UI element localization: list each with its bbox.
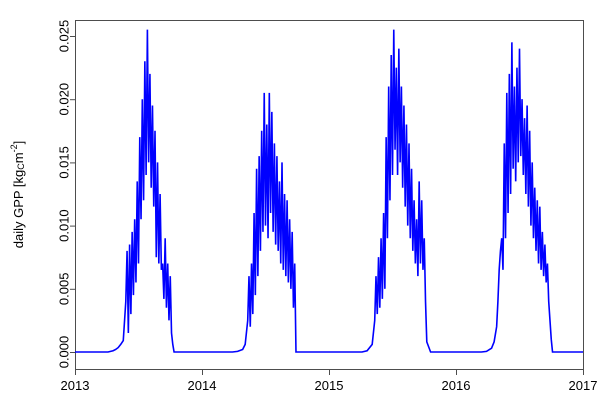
y-axis-title: daily GPP [kgCm-2]	[9, 141, 26, 249]
x-axis-tick-label: 2014	[188, 378, 217, 393]
y-axis-tick-label: 0.005	[57, 273, 72, 306]
y-axis-tick-label: 0.025	[57, 20, 72, 53]
y-axis-tick-label: 0.000	[57, 336, 72, 369]
x-axis-tick-label: 2017	[569, 378, 598, 393]
y-axis-title-text: daily GPP [kgCm-2]	[9, 141, 26, 249]
x-axis-tick-label: 2015	[315, 378, 344, 393]
y-axis-tick-label: 0.020	[57, 83, 72, 116]
x-axis-tick-label: 2016	[442, 378, 471, 393]
x-axis-tick-label: 2013	[61, 378, 90, 393]
y-axis-tick-label: 0.015	[57, 146, 72, 179]
y-axis-tick-label: 0.010	[57, 209, 72, 242]
data-series-line	[75, 29, 583, 353]
